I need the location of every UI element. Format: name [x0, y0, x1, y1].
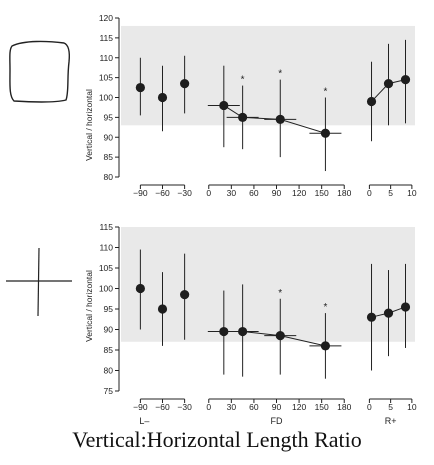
y-tick-label: 115 [99, 33, 113, 43]
data-point [157, 304, 168, 314]
x-tick-label: 120 [292, 188, 306, 198]
y-tick-label: 115 [99, 222, 113, 232]
x-tick-label: 0 [367, 188, 372, 198]
x-tick-label: −90 [133, 188, 148, 198]
data-point [275, 114, 285, 124]
data-point [135, 283, 145, 294]
data-point [383, 78, 394, 89]
x-tick-label: 5 [388, 188, 393, 198]
x-tick-label: −30 [177, 402, 192, 412]
x-tick-label: 0 [206, 402, 211, 412]
significance-star: * [278, 288, 282, 299]
y-tick-label: 95 [104, 112, 114, 122]
significance-star: * [323, 87, 327, 98]
x-tick-label: 180 [337, 402, 351, 412]
x-tick-label: 90 [272, 188, 282, 198]
data-point [383, 308, 394, 318]
shaded-reference-band [121, 25, 415, 126]
x-tick-label: 60 [249, 188, 259, 198]
data-point [238, 112, 248, 122]
x-tick-label: 90 [272, 402, 282, 412]
x-tick-label: 5 [388, 402, 393, 412]
x-tick-label: 10 [407, 188, 417, 198]
data-point [275, 331, 285, 341]
x-tick-label: 30 [227, 188, 237, 198]
y-tick-label: 75 [104, 386, 114, 396]
y-tick-label: 95 [104, 304, 114, 314]
data-point [400, 75, 411, 85]
significance-star: * [241, 75, 245, 86]
group-labels: L– FD R+ [139, 416, 396, 426]
y-tick-label: 120 [99, 13, 113, 23]
y-axis-label-top: Vertical / horizontal [84, 89, 94, 161]
x-tick-label: 150 [315, 188, 329, 198]
y-tick-label: 90 [104, 325, 114, 335]
y-tick-label: 80 [104, 366, 114, 376]
shaded-reference-band [121, 227, 415, 342]
data-point [366, 96, 377, 107]
y-tick-label: 85 [104, 152, 114, 162]
group-label: L– [139, 416, 149, 426]
x-tick-label: 0 [206, 188, 211, 198]
group-label: FD [271, 416, 283, 426]
data-point [320, 341, 331, 351]
data-point [400, 302, 411, 312]
data-point [219, 326, 229, 337]
data-point [219, 100, 229, 111]
x-tick-label: 60 [249, 402, 259, 412]
figure-caption: Vertical:Horizontal Length Ratio [72, 427, 362, 452]
axes-bottom [115, 226, 413, 403]
x-tick-label: −60 [155, 188, 170, 198]
data-marks-bottom: ** [135, 249, 411, 379]
x-tick-label: 120 [292, 402, 306, 412]
x-tick-label: −30 [177, 188, 192, 198]
axes-top [115, 17, 413, 189]
y-tick-label: 110 [99, 243, 113, 253]
data-point [180, 290, 190, 300]
significance-star: * [323, 302, 327, 313]
data-marks-top: * * * [135, 39, 411, 172]
y-tick-label: 85 [104, 345, 114, 355]
x-tick-label: 0 [367, 402, 372, 412]
cross-figure-icon [6, 247, 72, 317]
y-tick-label: 100 [99, 93, 113, 103]
x-tick-label: 30 [227, 402, 237, 412]
x-tick-label: −60 [155, 402, 170, 412]
x-tick-label: 180 [337, 188, 351, 198]
x-tick-label: −90 [133, 402, 148, 412]
data-point [157, 92, 168, 103]
y-axis-label-bottom: Vertical / horizontal [84, 270, 94, 342]
square-figure-icon [9, 40, 71, 103]
data-point [135, 82, 145, 93]
data-point [366, 312, 377, 322]
series-line [223, 105, 326, 134]
data-point [238, 326, 248, 337]
x-tick-label: 10 [407, 402, 417, 412]
group-label: R+ [385, 416, 397, 426]
significance-star: * [278, 69, 282, 80]
y-tick-label: 105 [99, 263, 113, 273]
y-tick-label: 80 [104, 172, 114, 182]
y-tick-label: 100 [99, 284, 113, 294]
y-tick-label: 105 [99, 73, 113, 83]
data-point [180, 78, 190, 89]
x-tick-label: 150 [315, 402, 329, 412]
y-tick-label: 90 [104, 132, 114, 142]
y-tick-label: 110 [99, 53, 113, 63]
data-point [320, 128, 331, 138]
